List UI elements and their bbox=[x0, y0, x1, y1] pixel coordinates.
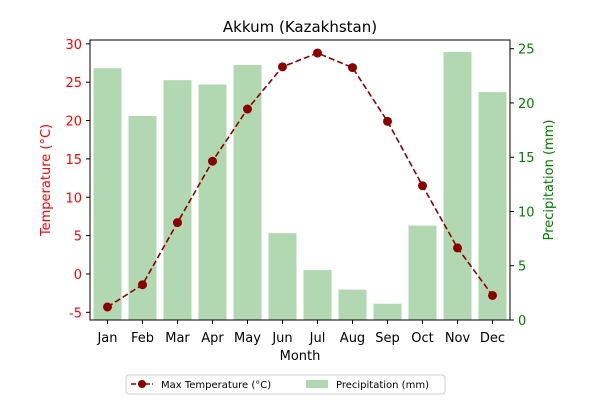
precip-bar-jul bbox=[304, 270, 332, 320]
x-axis: Jan Feb Mar Apr May Jun Jul Aug Sep Oct Nov Dec bbox=[96, 320, 505, 346]
chart-title: Akkum (Kazakhstan) bbox=[223, 18, 377, 36]
temp-marker-jun bbox=[278, 62, 287, 71]
y-axis-precipitation: 0 5 10 15 20 25 bbox=[510, 43, 535, 329]
x-tick-label: Dec bbox=[480, 331, 505, 346]
precip-bar-jun bbox=[269, 233, 297, 320]
temp-marker-may bbox=[243, 105, 252, 114]
y-axis-right-title: Precipitation (mm) bbox=[542, 120, 557, 241]
temp-marker-jan bbox=[103, 302, 112, 311]
y-left-tick-label: 25 bbox=[65, 76, 82, 91]
x-tick-label: Nov bbox=[445, 331, 471, 346]
legend-label-precipitation: Precipitation (mm) bbox=[336, 380, 429, 391]
y-right-tick-label: 15 bbox=[518, 151, 535, 166]
temp-marker-jul bbox=[313, 49, 322, 58]
precip-bar-dec bbox=[479, 92, 507, 320]
precip-bar-aug bbox=[339, 290, 367, 320]
x-tick-label: Jul bbox=[309, 331, 326, 346]
x-tick-label: Feb bbox=[131, 331, 154, 346]
y-right-tick-label: 20 bbox=[518, 97, 535, 112]
precipitation-bars bbox=[94, 52, 507, 320]
x-axis-title: Month bbox=[280, 349, 321, 364]
y-left-tick-label: 20 bbox=[65, 115, 82, 130]
temperature-line-series bbox=[103, 49, 497, 312]
y-left-tick-label: 5 bbox=[74, 230, 82, 245]
legend-bar-swatch bbox=[306, 380, 328, 388]
precip-bar-feb bbox=[129, 116, 157, 320]
precip-bar-nov bbox=[444, 52, 472, 320]
y-left-tick-label: 10 bbox=[65, 191, 82, 206]
precip-bar-mar bbox=[164, 80, 192, 320]
temp-marker-apr bbox=[208, 157, 217, 166]
temp-marker-aug bbox=[348, 63, 357, 72]
precip-bar-may bbox=[234, 65, 262, 320]
x-tick-label: Apr bbox=[201, 331, 224, 346]
x-tick-label: Aug bbox=[340, 331, 365, 346]
x-tick-label: May bbox=[234, 331, 261, 346]
temp-marker-feb bbox=[138, 280, 147, 289]
x-tick-label: Sep bbox=[375, 331, 400, 346]
y-right-tick-label: 25 bbox=[518, 43, 535, 58]
y-left-tick-label: -5 bbox=[69, 306, 82, 321]
y-right-tick-label: 0 bbox=[518, 314, 526, 329]
precip-bar-apr bbox=[199, 84, 227, 320]
precip-bar-jan bbox=[94, 68, 122, 320]
y-right-tick-label: 5 bbox=[518, 260, 526, 275]
x-tick-label: Jun bbox=[271, 331, 292, 346]
y-left-tick-label: 30 bbox=[65, 38, 82, 53]
legend: Max Temperature (°C) Precipitation (mm) bbox=[126, 375, 445, 394]
temp-marker-mar bbox=[173, 218, 182, 227]
legend-label-temperature: Max Temperature (°C) bbox=[161, 380, 271, 391]
x-tick-label: Jan bbox=[96, 331, 117, 346]
y-left-tick-label: 15 bbox=[65, 153, 82, 168]
y-left-tick-label: 0 bbox=[74, 268, 82, 283]
y-axis-left-title: Temperature (°C) bbox=[39, 124, 54, 237]
temp-marker-sep bbox=[383, 117, 392, 126]
precip-bar-sep bbox=[374, 304, 402, 320]
legend-marker-swatch bbox=[138, 380, 146, 388]
temp-marker-dec bbox=[488, 291, 497, 300]
y-axis-temperature: -5 0 5 10 15 20 25 30 bbox=[65, 38, 90, 321]
temp-marker-nov bbox=[453, 243, 462, 252]
x-tick-label: Oct bbox=[411, 331, 433, 346]
y-right-tick-label: 10 bbox=[518, 205, 535, 220]
temp-marker-oct bbox=[418, 181, 427, 190]
precip-bar-oct bbox=[409, 226, 437, 320]
x-tick-label: Mar bbox=[165, 331, 190, 346]
